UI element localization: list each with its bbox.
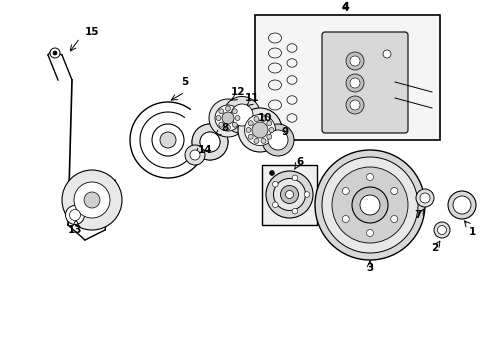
Text: 10: 10 bbox=[257, 113, 272, 123]
Circle shape bbox=[382, 50, 390, 58]
Circle shape bbox=[245, 127, 250, 132]
Circle shape bbox=[152, 124, 183, 156]
Circle shape bbox=[415, 189, 433, 207]
Circle shape bbox=[419, 193, 429, 203]
Bar bbox=[262, 165, 316, 225]
Circle shape bbox=[342, 188, 348, 194]
Circle shape bbox=[291, 208, 297, 214]
Circle shape bbox=[65, 206, 84, 225]
Circle shape bbox=[218, 109, 224, 114]
Circle shape bbox=[390, 188, 397, 194]
Circle shape bbox=[321, 157, 417, 253]
Circle shape bbox=[349, 78, 359, 88]
Circle shape bbox=[261, 117, 265, 122]
Bar bbox=[254, 15, 439, 140]
Circle shape bbox=[200, 132, 220, 152]
Circle shape bbox=[366, 174, 373, 180]
Circle shape bbox=[349, 56, 359, 66]
Circle shape bbox=[248, 121, 253, 126]
Circle shape bbox=[351, 187, 387, 223]
Text: 2: 2 bbox=[430, 243, 438, 253]
Circle shape bbox=[390, 216, 397, 222]
Circle shape bbox=[223, 96, 260, 134]
Circle shape bbox=[253, 139, 259, 143]
Text: 1: 1 bbox=[468, 227, 475, 237]
Circle shape bbox=[238, 108, 282, 152]
Text: 11: 11 bbox=[244, 93, 259, 103]
Circle shape bbox=[62, 170, 122, 230]
Circle shape bbox=[225, 106, 230, 111]
FancyBboxPatch shape bbox=[321, 32, 407, 133]
Text: 14: 14 bbox=[197, 145, 212, 155]
Circle shape bbox=[272, 181, 278, 187]
Circle shape bbox=[273, 179, 305, 211]
Text: 15: 15 bbox=[84, 27, 99, 37]
Circle shape bbox=[269, 171, 274, 176]
Circle shape bbox=[267, 130, 287, 150]
Text: 6: 6 bbox=[296, 157, 303, 167]
Circle shape bbox=[50, 48, 60, 58]
Text: 9: 9 bbox=[281, 127, 288, 137]
Circle shape bbox=[69, 210, 81, 220]
Circle shape bbox=[190, 150, 200, 160]
Circle shape bbox=[232, 109, 237, 114]
Circle shape bbox=[433, 222, 449, 238]
Circle shape bbox=[200, 132, 220, 152]
Text: 12: 12 bbox=[230, 87, 245, 97]
Circle shape bbox=[280, 185, 298, 203]
Text: 7: 7 bbox=[413, 210, 421, 220]
Circle shape bbox=[346, 96, 363, 114]
Circle shape bbox=[447, 191, 475, 219]
Circle shape bbox=[192, 124, 227, 160]
Circle shape bbox=[285, 190, 293, 198]
Circle shape bbox=[218, 122, 224, 127]
Circle shape bbox=[192, 124, 227, 160]
Circle shape bbox=[268, 127, 273, 132]
Circle shape bbox=[349, 100, 359, 110]
Circle shape bbox=[225, 125, 230, 130]
Circle shape bbox=[184, 145, 204, 165]
Circle shape bbox=[248, 134, 253, 139]
Circle shape bbox=[74, 182, 110, 218]
Circle shape bbox=[346, 74, 363, 92]
Text: 4: 4 bbox=[341, 3, 348, 13]
Circle shape bbox=[266, 134, 271, 139]
Circle shape bbox=[265, 171, 312, 218]
Circle shape bbox=[304, 192, 309, 197]
Circle shape bbox=[222, 112, 234, 124]
Circle shape bbox=[346, 52, 363, 70]
Circle shape bbox=[262, 124, 293, 156]
Circle shape bbox=[251, 122, 267, 138]
Circle shape bbox=[359, 195, 379, 215]
Circle shape bbox=[230, 104, 252, 126]
Text: 8: 8 bbox=[221, 123, 228, 133]
Circle shape bbox=[53, 51, 57, 55]
Text: 5: 5 bbox=[181, 77, 188, 87]
Circle shape bbox=[208, 99, 246, 137]
Circle shape bbox=[84, 192, 100, 208]
Circle shape bbox=[366, 230, 373, 237]
Text: 3: 3 bbox=[366, 263, 373, 273]
Circle shape bbox=[244, 114, 275, 145]
Circle shape bbox=[232, 122, 237, 127]
Circle shape bbox=[160, 132, 176, 148]
Circle shape bbox=[253, 117, 259, 122]
Circle shape bbox=[272, 202, 278, 208]
Circle shape bbox=[291, 175, 297, 181]
Circle shape bbox=[437, 225, 446, 234]
Text: 4: 4 bbox=[340, 2, 348, 12]
Circle shape bbox=[216, 116, 221, 121]
Circle shape bbox=[266, 121, 271, 126]
Circle shape bbox=[215, 105, 241, 131]
Circle shape bbox=[452, 196, 470, 214]
Circle shape bbox=[331, 167, 407, 243]
Circle shape bbox=[261, 139, 265, 143]
Circle shape bbox=[314, 150, 424, 260]
Text: 13: 13 bbox=[68, 225, 82, 235]
Circle shape bbox=[342, 216, 348, 222]
Circle shape bbox=[235, 116, 240, 121]
